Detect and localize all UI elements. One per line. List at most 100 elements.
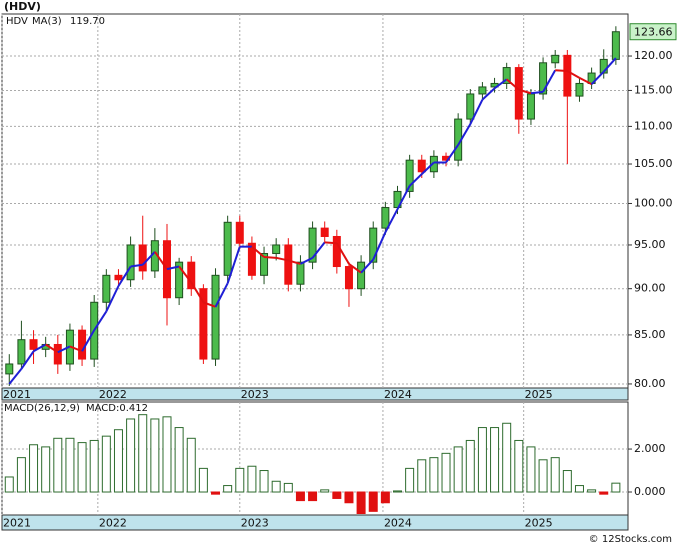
ma-line — [20, 350, 35, 370]
plot-area — [1, 13, 629, 389]
macd-bar — [259, 470, 269, 493]
candle-body — [320, 227, 329, 237]
candle-body — [53, 343, 62, 365]
candle-body — [357, 261, 366, 290]
y-tick-label: 100.00 — [634, 196, 673, 209]
macd-bar — [65, 437, 75, 493]
macd-bar — [405, 467, 415, 493]
ma-line — [530, 90, 544, 95]
ma-line — [590, 70, 605, 85]
ma-line — [214, 282, 229, 308]
candle-body — [247, 242, 256, 276]
candle-body — [551, 54, 560, 64]
macd-bar — [441, 452, 451, 493]
candle-body — [138, 244, 147, 272]
ma-line — [130, 263, 143, 268]
y-tick-label: 115.00 — [634, 83, 673, 96]
candle-body — [332, 235, 341, 268]
ma-line — [408, 173, 423, 187]
macd-bar — [368, 491, 378, 512]
ma-line — [555, 69, 568, 72]
macd-bar — [514, 439, 524, 493]
ma-line — [33, 343, 47, 353]
ma-line — [348, 263, 362, 274]
x-tick-label: 2022 — [99, 517, 127, 530]
macd-bar — [502, 422, 512, 493]
macd-bar — [247, 465, 257, 493]
macd-value: MACD:0.412 — [86, 403, 148, 414]
candle-body — [78, 329, 87, 360]
macd-bar — [174, 427, 184, 493]
candle-body — [575, 82, 584, 97]
macd-bar — [4, 476, 14, 493]
x-tick-label: 2023 — [241, 388, 269, 401]
y-tick-label: 105.00 — [634, 157, 673, 170]
macd-bar — [477, 427, 487, 493]
candle-body — [502, 67, 511, 84]
x-tick-label: 2021 — [3, 517, 31, 530]
candle-body — [260, 253, 269, 276]
macd-bar — [453, 446, 463, 493]
ma-line — [203, 301, 216, 308]
credit: © 12Stocks.com — [589, 534, 672, 545]
x-tick-label: 2025 — [525, 517, 553, 530]
macd-bar — [53, 437, 63, 493]
candle-body — [539, 62, 548, 95]
macd-bar — [490, 427, 500, 493]
macd-bar — [332, 491, 342, 499]
ma-line — [384, 208, 399, 233]
macd-bar — [308, 491, 318, 502]
macd-bar — [271, 480, 281, 493]
macd-bar — [198, 467, 208, 493]
candle-body — [369, 227, 378, 263]
macd-bar — [113, 429, 123, 493]
x-tick-label: 2025 — [525, 388, 553, 401]
x-axis-band — [1, 387, 629, 401]
x-tick-label: 2021 — [3, 388, 31, 401]
ma-line — [93, 310, 108, 331]
candle-body — [381, 207, 390, 229]
y-tick-label: 0.000 — [634, 485, 666, 498]
macd-bar — [550, 457, 560, 493]
macd-bar — [356, 491, 366, 514]
x-tick-label: 2022 — [99, 388, 127, 401]
ma-line — [275, 256, 289, 262]
ma-line — [311, 241, 326, 259]
y-tick-label: 120.00 — [634, 49, 673, 62]
macd-bar — [126, 418, 136, 493]
ma-line — [57, 345, 71, 354]
ma-line — [263, 255, 277, 259]
candle-body — [175, 261, 184, 299]
candle-body — [478, 86, 487, 95]
candle-body — [187, 261, 196, 290]
ma-line — [469, 99, 484, 125]
y-tick-label: 110.00 — [634, 119, 673, 132]
macd-bar — [223, 485, 233, 493]
x-axis-band — [1, 514, 629, 531]
ma-line — [372, 231, 387, 260]
ma-line — [226, 246, 241, 284]
macd-bar — [611, 482, 621, 493]
ma-line — [81, 329, 96, 352]
ma-line — [518, 88, 532, 95]
candle-body — [223, 221, 232, 276]
ma-line — [8, 368, 23, 385]
ma-line — [141, 251, 156, 266]
candle-body — [429, 155, 438, 173]
price-tag-label: 123.66 — [634, 26, 673, 39]
macd-bar — [235, 467, 245, 493]
macd-bar — [211, 491, 221, 495]
macd-bar — [417, 459, 427, 493]
legend-ma-value: 119.70 — [70, 16, 105, 27]
macd-name: MACD(26,12,9) — [4, 403, 80, 414]
macd-bar — [538, 459, 548, 493]
candle-body — [5, 363, 14, 375]
ma-line — [288, 259, 301, 265]
y-tick-label: 95.00 — [634, 238, 666, 251]
macd-bar — [429, 457, 439, 493]
candle-body — [211, 274, 220, 360]
macd-bar — [41, 446, 51, 493]
y-tick-label: 2.000 — [634, 442, 666, 455]
ma-line — [335, 242, 350, 265]
